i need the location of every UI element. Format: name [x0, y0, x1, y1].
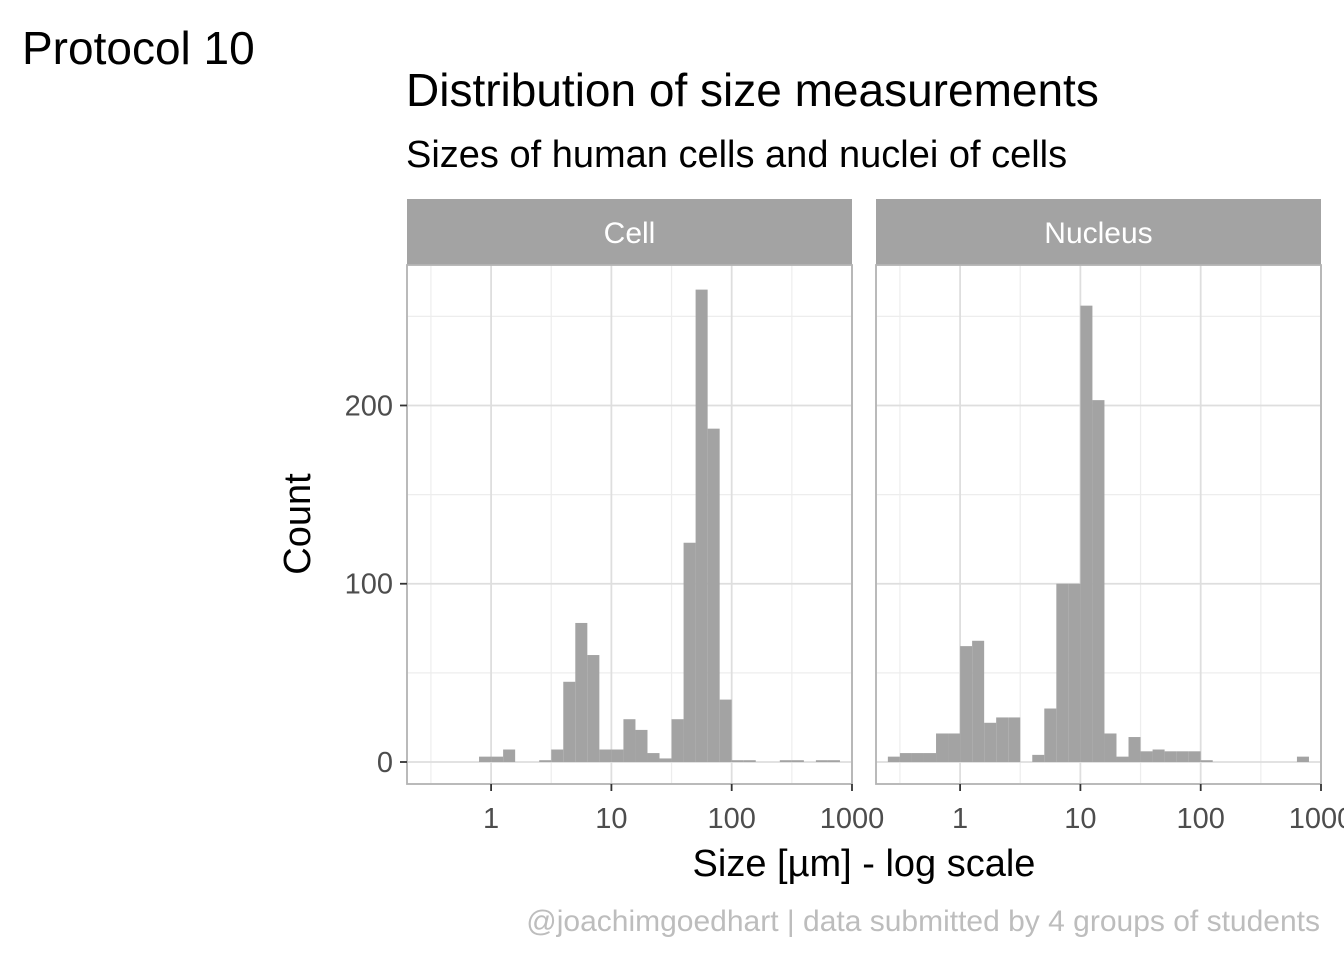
histogram-bar — [563, 681, 576, 762]
facet-strip — [407, 199, 852, 265]
histogram-bar — [1176, 751, 1189, 762]
chart-title: Distribution of size measurements — [406, 64, 1099, 116]
facet-panels: Cell 1 10 100 1000 Nucleus 1 10 100 1000 — [406, 199, 1344, 835]
histogram-bar — [719, 699, 732, 762]
chart-subtitle: Sizes of human cells and nuclei of cells — [406, 134, 1067, 176]
histogram-bar — [791, 760, 804, 762]
histogram-bar — [683, 542, 696, 762]
facet-panel-cell: Cell 1 10 100 1000 — [406, 199, 885, 835]
histogram-bar — [1200, 760, 1213, 762]
histogram-bar — [647, 753, 660, 762]
histogram-bar — [491, 756, 504, 762]
histogram-bar — [1044, 708, 1057, 762]
histogram-bar — [599, 749, 612, 762]
histogram-bar — [539, 760, 552, 762]
panel-border — [875, 264, 1322, 785]
histogram-bar — [623, 719, 636, 762]
histogram-bar — [1116, 756, 1129, 762]
histogram-bar — [659, 758, 672, 762]
histogram-bar — [1296, 756, 1309, 762]
histogram-bar — [827, 760, 840, 762]
histogram-bar — [479, 756, 492, 762]
histogram-bar — [695, 289, 708, 762]
histogram-bar — [1128, 737, 1141, 762]
x-tick-label: 1 — [952, 803, 968, 835]
y-tick-label: 200 — [345, 390, 393, 422]
histogram-bar — [1056, 583, 1069, 762]
histogram-bar — [575, 622, 588, 762]
plot-tag: Protocol 10 — [22, 22, 255, 74]
facet-panel-nucleus: Nucleus 1 10 100 1000 — [875, 199, 1344, 835]
histogram-bar — [972, 640, 985, 762]
histogram-bar — [948, 733, 961, 762]
x-tick-label: 1000 — [1289, 803, 1344, 835]
histogram-bar — [779, 760, 792, 762]
x-tick-label: 1 — [483, 803, 499, 835]
histogram-bar — [923, 753, 937, 762]
histogram-bar — [996, 717, 1009, 762]
histogram-bar — [1104, 733, 1117, 762]
histogram-bar — [936, 733, 949, 762]
histogram-bar — [1164, 751, 1177, 762]
histogram-bar — [1080, 305, 1093, 762]
histogram-bar — [1092, 400, 1105, 762]
y-tick-label: 100 — [345, 569, 393, 601]
histogram-bar — [984, 722, 997, 762]
y-tick-label: 0 — [377, 747, 393, 779]
histogram-bar — [1152, 749, 1165, 762]
histogram-bar — [887, 756, 900, 762]
histogram-bar — [587, 655, 600, 762]
histogram-bar — [960, 646, 973, 762]
histogram-bar — [911, 753, 924, 762]
histogram-bar — [1068, 583, 1081, 762]
facet-strip — [876, 199, 1321, 265]
x-tick-label: 100 — [1177, 803, 1225, 835]
histogram-bar — [611, 749, 624, 762]
histogram-bar — [743, 760, 756, 762]
facet-strip-label: Nucleus — [1044, 217, 1152, 250]
histogram-bar — [1140, 751, 1153, 762]
x-tick-label: 1000 — [820, 803, 885, 835]
facet-strip-label: Cell — [604, 217, 656, 250]
panel-background — [407, 265, 852, 784]
caption: @joachimgoedhart | data submitted by 4 g… — [526, 905, 1320, 938]
histogram-bar — [899, 753, 912, 762]
y-axis-title: Count — [277, 473, 319, 575]
histogram-bar — [551, 749, 564, 762]
panel-border — [406, 264, 853, 785]
x-tick-label: 10 — [595, 803, 627, 835]
histogram-bar — [731, 760, 744, 762]
histogram-bar — [503, 749, 516, 762]
histogram-bar — [1032, 754, 1045, 762]
histogram-bar — [1008, 717, 1021, 762]
x-tick-label: 10 — [1064, 803, 1096, 835]
histogram-bar — [635, 729, 648, 762]
histogram-bar — [707, 428, 720, 762]
histogram-bar — [1188, 751, 1201, 762]
histogram-bar — [815, 760, 828, 762]
x-tick-label: 100 — [708, 803, 756, 835]
y-axis: 0 100 200 — [345, 390, 407, 779]
histogram-bar — [671, 719, 684, 762]
x-axis-title: Size [µm] - log scale — [693, 843, 1036, 885]
